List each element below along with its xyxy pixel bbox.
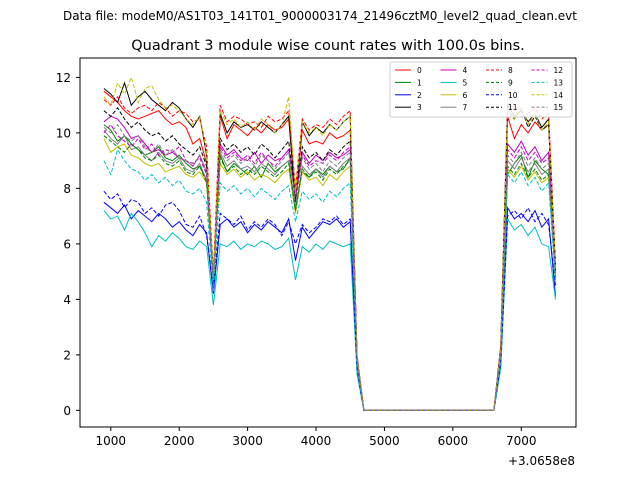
y-tick-label: 2 — [63, 348, 71, 362]
y-tick-label: 12 — [56, 71, 71, 85]
legend-label: 1 — [417, 78, 422, 87]
y-tick-label: 10 — [56, 126, 71, 140]
x-tick-label: 7000 — [506, 434, 537, 448]
series-line-10 — [103, 190, 556, 411]
legend-label: 9 — [508, 78, 513, 87]
legend-label: 13 — [554, 78, 564, 87]
data-file-header: Data file: modeM0/AS1T03_141T01_90000031… — [63, 9, 577, 23]
x-axis: 1000 2000 3000 4000 5000 6000 7000 — [96, 427, 537, 448]
legend-label: 4 — [463, 66, 468, 75]
x-tick-label: 5000 — [369, 434, 400, 448]
x-tick-label: 2000 — [164, 434, 195, 448]
plot-area — [103, 75, 556, 411]
legend-label: 5 — [463, 78, 468, 87]
legend-label: 8 — [508, 66, 513, 75]
y-tick-label: 0 — [63, 404, 71, 418]
legend-label: 10 — [508, 91, 518, 100]
legend-label: 3 — [417, 103, 422, 112]
axes-frame — [79, 57, 577, 428]
legend-label: 12 — [554, 66, 564, 75]
x-tick-label: 1000 — [96, 434, 127, 448]
legend-label: 11 — [508, 103, 518, 112]
legend-label: 14 — [554, 91, 564, 100]
x-tick-label: 4000 — [301, 434, 332, 448]
legend-label: 2 — [417, 91, 422, 100]
legend-box — [389, 61, 573, 118]
y-tick-label: 4 — [63, 293, 71, 307]
y-tick-label: 6 — [63, 237, 71, 251]
y-axis: 0 2 4 6 8 10 12 — [56, 71, 80, 418]
x-axis-offset-label: +3.0658e8 — [508, 454, 575, 468]
chart-title: Quadrant 3 module wise count rates with … — [131, 38, 525, 54]
y-tick-label: 8 — [63, 182, 71, 196]
x-tick-label: 3000 — [232, 434, 263, 448]
legend-label: 6 — [463, 91, 468, 100]
series-line-15 — [103, 123, 556, 411]
legend-label: 7 — [463, 103, 468, 112]
x-tick-label: 6000 — [438, 434, 469, 448]
legend-label: 15 — [554, 103, 564, 112]
legend-label: 0 — [417, 66, 422, 75]
